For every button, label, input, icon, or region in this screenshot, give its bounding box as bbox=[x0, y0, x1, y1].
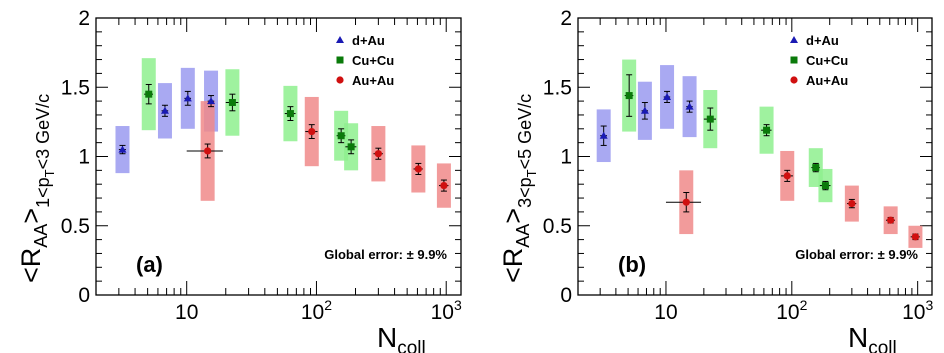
y-tick-label: 1.5 bbox=[543, 76, 572, 99]
legend-marker-auau bbox=[336, 76, 344, 84]
x-tick-exponent: 2 bbox=[800, 297, 808, 313]
data-point-cucu bbox=[347, 143, 355, 151]
x-tick-label: 10 bbox=[175, 301, 198, 324]
y-title-range: 1<p bbox=[33, 177, 53, 208]
data-point-dau bbox=[207, 97, 216, 105]
legend-marker-cucu bbox=[336, 56, 344, 64]
y-tick-label: 0.5 bbox=[543, 215, 572, 238]
global-error-label: Global error: ± 9.9% bbox=[324, 247, 447, 262]
y-title-main: <R bbox=[16, 248, 46, 283]
data-point-dau bbox=[640, 106, 649, 114]
legend-marker-auau bbox=[790, 76, 798, 84]
legend-marker-dau bbox=[790, 36, 798, 43]
x-tick-label: 102 bbox=[776, 297, 807, 324]
x-tick-base: 10 bbox=[175, 301, 198, 324]
x-tick-label: 103 bbox=[431, 297, 462, 324]
x-axis-title: Ncoll bbox=[848, 322, 897, 353]
data-point-dau bbox=[663, 92, 672, 100]
x-title-sub: coll bbox=[397, 338, 426, 353]
y-tick-label: 1 bbox=[78, 146, 90, 169]
y-title-tail: > bbox=[16, 208, 46, 224]
data-point-cucu bbox=[337, 132, 345, 140]
data-point-cucu bbox=[812, 164, 820, 172]
x-tick-base: 10 bbox=[902, 301, 925, 324]
y-title-range-tail: <3 GeV/c bbox=[33, 94, 53, 170]
y-title-range-tail: <5 GeV/c bbox=[515, 94, 535, 170]
y-tick-label: 0 bbox=[78, 284, 90, 307]
x-title-main: N bbox=[848, 322, 868, 353]
data-point-auau bbox=[783, 172, 791, 180]
y-tick-label: 1 bbox=[560, 146, 572, 169]
y-tick-label: 2 bbox=[560, 7, 572, 30]
y-tick-label: 0.5 bbox=[61, 215, 90, 238]
data-point-auau bbox=[308, 127, 316, 136]
y-title-sub: AA bbox=[513, 224, 533, 248]
legend-label: d+Au bbox=[806, 33, 839, 48]
data-point-cucu bbox=[228, 98, 236, 106]
x-tick-base: 10 bbox=[431, 301, 454, 324]
y-tick-label: 1.5 bbox=[61, 76, 90, 99]
data-point-auau bbox=[440, 181, 448, 190]
y-title-sub: AA bbox=[31, 224, 51, 248]
x-tick-exponent: 3 bbox=[454, 297, 462, 313]
x-tick-label: 10 bbox=[654, 301, 677, 324]
data-point-auau bbox=[204, 147, 212, 155]
y-tick-label: 0 bbox=[560, 284, 572, 307]
panel-label: (b) bbox=[618, 252, 646, 277]
data-point-auau bbox=[682, 198, 690, 206]
legend-label: Cu+Cu bbox=[352, 53, 394, 68]
x-title-main: N bbox=[377, 322, 397, 353]
legend-marker-dau bbox=[336, 36, 344, 43]
data-point-auau bbox=[848, 199, 856, 208]
x-tick-exponent: 3 bbox=[925, 297, 933, 313]
data-point-dau bbox=[118, 145, 127, 153]
data-point-cucu bbox=[706, 115, 714, 123]
legend-label: Cu+Cu bbox=[806, 53, 848, 68]
x-tick-base: 10 bbox=[654, 301, 677, 324]
y-title-main: <R bbox=[498, 248, 528, 283]
data-point-cucu bbox=[763, 126, 771, 134]
y-tick-label: 2 bbox=[78, 7, 90, 30]
legend-label: Au+Au bbox=[352, 73, 394, 88]
y-title-range: 3<p bbox=[515, 177, 535, 208]
panel-label: (a) bbox=[136, 252, 163, 277]
data-point-dau bbox=[685, 102, 694, 110]
data-point-dau bbox=[599, 131, 608, 139]
data-point-auau bbox=[911, 233, 920, 241]
data-point-auau bbox=[887, 216, 895, 224]
x-tick-base: 10 bbox=[776, 301, 799, 324]
data-point-cucu bbox=[145, 90, 153, 98]
legend-label: Au+Au bbox=[806, 73, 848, 88]
x-tick-exponent: 2 bbox=[324, 297, 332, 313]
legend-marker-cucu bbox=[790, 56, 798, 64]
data-point-dau bbox=[160, 106, 169, 114]
data-point-auau bbox=[414, 165, 422, 173]
y-title-tail: > bbox=[498, 208, 528, 224]
data-point-cucu bbox=[821, 182, 829, 190]
x-tick-label: 103 bbox=[902, 297, 933, 324]
global-error-label: Global error: ± 9.9% bbox=[795, 247, 918, 262]
data-point-auau bbox=[374, 150, 382, 158]
x-axis-title: Ncoll bbox=[377, 322, 426, 353]
data-point-cucu bbox=[625, 92, 633, 100]
y-axis-title: <RAA>1<pT<3 GeV/c bbox=[16, 94, 57, 283]
y-title-range-sub: T bbox=[42, 169, 57, 177]
x-tick-label: 102 bbox=[301, 297, 332, 324]
data-point-cucu bbox=[286, 110, 294, 118]
y-title-range-sub: T bbox=[524, 169, 539, 177]
legend-label: d+Au bbox=[352, 33, 385, 48]
y-axis-title: <RAA>3<pT<5 GeV/c bbox=[498, 94, 539, 283]
x-tick-base: 10 bbox=[301, 301, 324, 324]
data-point-dau bbox=[183, 94, 192, 102]
x-title-sub: coll bbox=[868, 338, 897, 353]
